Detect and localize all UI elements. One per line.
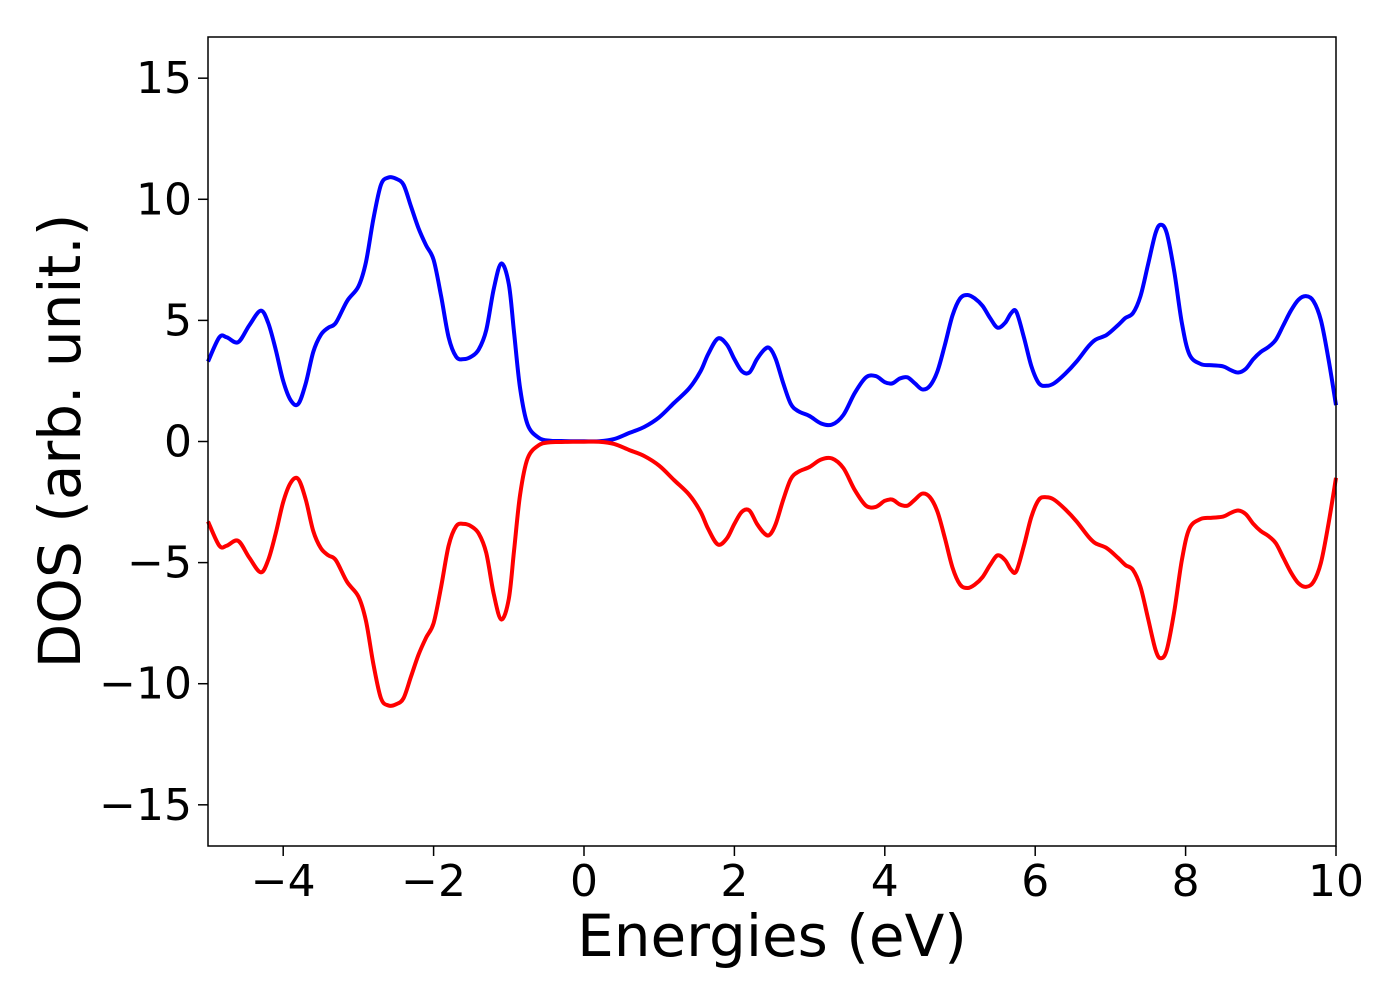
series-line-1: [206, 439, 1338, 708]
x-tick-label: 6: [1021, 856, 1049, 907]
x-tick-label: −2: [401, 856, 466, 907]
series-layer: [206, 175, 1338, 708]
y-tick-label: −10: [99, 659, 192, 710]
y-tick-label: 5: [164, 295, 192, 346]
y-tick-label: 15: [136, 53, 192, 104]
plot-frame: [207, 36, 1337, 847]
y-tick-label: 0: [164, 417, 192, 468]
series-line-0: [206, 175, 1338, 444]
ticks-layer: −4 −2 0 2 4 6 8 10 −15 −10 −5 0 5 10 15: [99, 53, 1364, 907]
x-tick-label: 0: [570, 856, 598, 907]
x-tick-label: 2: [720, 856, 748, 907]
y-tick-label: 10: [136, 174, 192, 225]
x-axis-label: Energies (eV): [577, 902, 967, 970]
y-tick-label: −15: [99, 780, 192, 831]
x-tick-label: 10: [1308, 856, 1364, 907]
x-tick-label: −4: [251, 856, 316, 907]
x-tick-label: 8: [1172, 856, 1200, 907]
x-tick-label: 4: [871, 856, 899, 907]
y-axis-label: DOS (arb. unit.): [26, 214, 94, 669]
y-tick-label: −5: [127, 538, 192, 589]
